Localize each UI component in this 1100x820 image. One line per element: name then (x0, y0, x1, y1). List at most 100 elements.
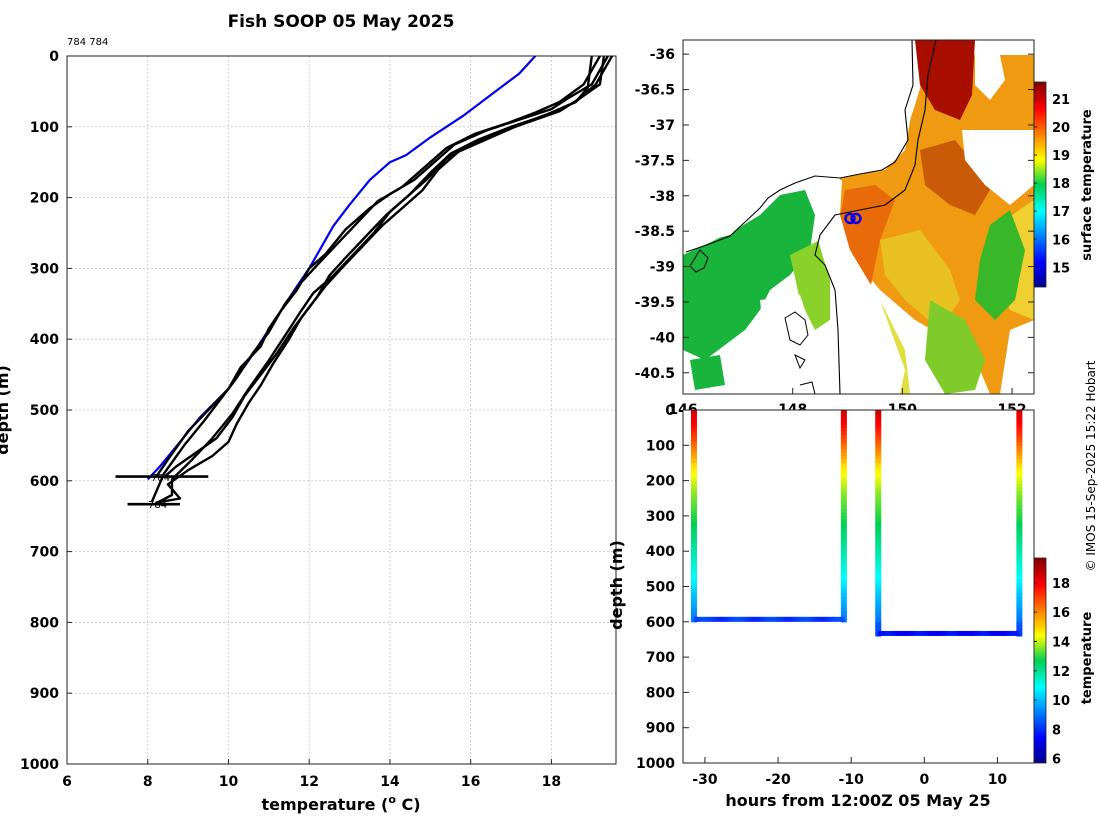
section-sample (840, 526, 847, 531)
section-sample (875, 590, 882, 595)
section-sample (840, 575, 847, 581)
section-y-tick-label: 500 (646, 580, 675, 596)
section-sample (1016, 505, 1023, 510)
section-sample (875, 533, 882, 538)
section-bottom-sample (920, 630, 925, 636)
section-sample (1016, 424, 1023, 429)
profile-y-tick-label: 500 (30, 403, 59, 419)
section-sample (840, 487, 847, 492)
section-sample (1016, 501, 1023, 506)
profile-x-tick-label: 6 (62, 774, 72, 790)
section-bottom-sample (742, 616, 748, 622)
cloud-gap-1 (812, 180, 905, 394)
section-sample (1016, 618, 1023, 623)
section-sample (875, 604, 882, 609)
sst-hot-patch (920, 140, 990, 215)
profile-y-tick-label: 100 (30, 120, 59, 136)
section-sample (1016, 452, 1023, 457)
section-sample (690, 448, 697, 453)
section-sample (690, 579, 697, 584)
section-sample (875, 515, 882, 521)
profile-y-axis-label: depth (m) (0, 365, 12, 455)
section-sample (875, 597, 882, 602)
section-sample (875, 600, 882, 605)
section-sample (690, 530, 697, 535)
section-bottom-sample (768, 616, 774, 622)
section-sample (875, 413, 882, 418)
section-sample (840, 597, 847, 602)
section-bottom-sample (948, 630, 953, 636)
section-x-tick-label: -20 (765, 772, 791, 788)
section-sample (1016, 487, 1023, 492)
section-sample (875, 586, 882, 591)
section-bottom-sample (716, 616, 721, 622)
section-bottom-sample (765, 616, 770, 622)
section-bottom-sample (885, 630, 890, 636)
sst-map: 146148150152 -36-36.5-37-37.5-38-38.5-39… (635, 39, 1095, 418)
section-x-tick-label: 0 (919, 772, 929, 788)
section-sample (690, 417, 697, 422)
section-sample (875, 424, 882, 429)
section-sample (1016, 431, 1023, 436)
section-sample (690, 420, 697, 425)
section-sample (840, 427, 847, 432)
section-sample (1016, 448, 1023, 453)
section-sample (690, 526, 697, 531)
temperature-colorbar-tick-label: 8 (1052, 723, 1061, 738)
section-bottom-sample (1005, 630, 1010, 636)
section-sample (875, 522, 882, 528)
section-sample (840, 494, 847, 499)
sst-colorbar-tick-label: 17 (1052, 205, 1070, 220)
section-bottom-sample (750, 616, 755, 622)
section-bottom-sample (902, 630, 908, 636)
section-sample (690, 466, 697, 471)
profile-y-tick-label: 200 (30, 191, 59, 207)
section-sample (840, 522, 847, 528)
section-bottom-sample (941, 630, 946, 636)
section-casts (690, 410, 1023, 637)
section-bottom-sample (878, 630, 883, 636)
section-bottom-sample (727, 616, 733, 622)
section-bottom-sample (984, 630, 989, 636)
section-sample (840, 551, 847, 556)
section-bottom-sample (909, 630, 915, 636)
section-bottom-sample (810, 616, 815, 622)
section-sample (1016, 480, 1023, 485)
section-sample (875, 526, 882, 531)
section-sample (840, 611, 847, 616)
section-bottom-sample (708, 616, 714, 622)
section-bottom-sample (1001, 630, 1006, 636)
section-sample (1016, 417, 1023, 422)
section-sample (690, 544, 697, 549)
section-x-tick-label: -30 (692, 772, 718, 788)
section-sample (690, 558, 697, 563)
section-sample (840, 501, 847, 506)
section-bottom-sample (955, 630, 960, 636)
section-sample (690, 586, 697, 591)
section-sample (840, 512, 847, 517)
section-sample (1016, 590, 1023, 595)
section-sample (875, 582, 882, 588)
section-y-tick-label: 1000 (636, 756, 675, 772)
section-bottom-sample (791, 616, 796, 622)
temperature-colorbar-tick-label: 6 (1052, 753, 1061, 768)
section-sample (875, 537, 882, 542)
section-sample (1016, 508, 1023, 513)
temperature-colorbar-ticks: 6 8 10 12 14 16 18 (1034, 577, 1070, 768)
map-y-tick-label: -36 (650, 47, 675, 63)
section-sample (690, 505, 697, 510)
section-bottom-sample (757, 616, 763, 622)
section-sample (840, 448, 847, 453)
section-sample (840, 413, 847, 418)
section-sample (690, 445, 697, 450)
section-sample (690, 491, 697, 496)
section-bottom-sample (798, 616, 804, 622)
section-bottom-sample (776, 616, 781, 622)
section-bottom-sample (723, 616, 729, 622)
section-sample (840, 604, 847, 609)
section-bottom-sample (899, 630, 904, 636)
section-sample (690, 434, 697, 439)
sst-green-east (975, 210, 1025, 320)
section-sample (1016, 568, 1023, 573)
section-sample (875, 544, 882, 549)
